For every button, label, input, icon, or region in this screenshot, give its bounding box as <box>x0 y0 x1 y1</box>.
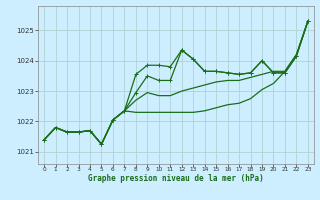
X-axis label: Graphe pression niveau de la mer (hPa): Graphe pression niveau de la mer (hPa) <box>88 174 264 183</box>
